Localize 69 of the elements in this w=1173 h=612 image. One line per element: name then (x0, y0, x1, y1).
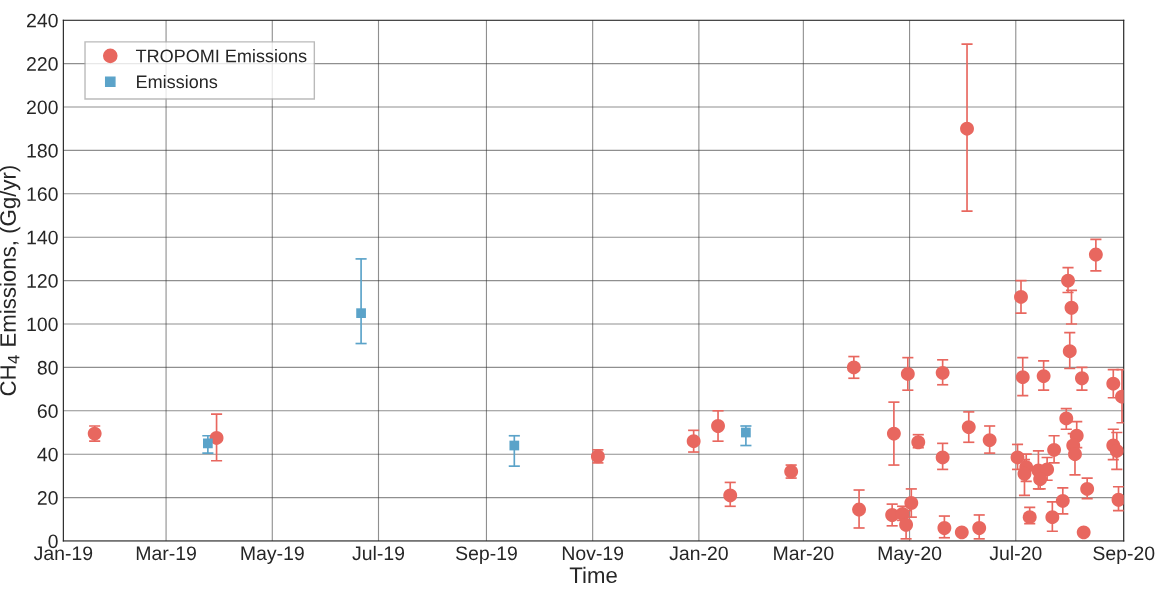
point (1010, 450, 1025, 465)
point (935, 450, 950, 465)
point (723, 488, 738, 503)
point (509, 440, 520, 451)
y-tick-label: 160 (27, 187, 58, 202)
point (1061, 273, 1075, 288)
y-tick-label: 200 (27, 100, 58, 115)
point (1068, 447, 1082, 462)
point (1047, 442, 1062, 457)
y-tick-label: 20 (37, 491, 58, 505)
point (961, 420, 976, 435)
point (1036, 369, 1051, 384)
x-tick-label: May-19 (241, 546, 304, 564)
x-tick-label: Jul-20 (989, 545, 1042, 561)
x-axis-title: Time (569, 566, 617, 584)
y-tick-label: 40 (37, 447, 58, 462)
point (1017, 466, 1032, 481)
point (1022, 510, 1037, 525)
point (1040, 462, 1055, 477)
point (686, 434, 701, 449)
y-tick-label: 100 (27, 317, 58, 332)
legend-label: TROPOMI Emissions (135, 49, 307, 63)
legend-label: Emissions (137, 74, 218, 89)
point (1080, 481, 1095, 496)
point (935, 365, 950, 380)
y-tick-label: 140 (27, 230, 58, 245)
point (711, 419, 725, 433)
point (846, 360, 861, 375)
y-tick-label: 180 (27, 143, 58, 158)
y-tick-label: 80 (37, 360, 58, 375)
point (1045, 510, 1060, 525)
point (1111, 492, 1124, 507)
point (900, 366, 915, 381)
point (1064, 300, 1079, 315)
x-tick-label: Jul-19 (352, 545, 405, 561)
x-tick-label: Mar-19 (136, 546, 196, 561)
point (899, 517, 914, 532)
x-tick-label: Jan-20 (669, 546, 728, 561)
y-tick-label: 220 (27, 57, 58, 71)
point (1109, 444, 1124, 458)
point (1076, 525, 1091, 540)
point (1055, 493, 1070, 508)
y-tick-label: 60 (37, 404, 58, 419)
point (1106, 376, 1121, 391)
point (886, 426, 901, 441)
x-tick-label: Sep-19 (455, 546, 517, 564)
point (972, 521, 987, 535)
y-axis-title: CH$_{4}$ Emissions, (Gg/yr) (0, 166, 21, 396)
x-tick-label: Nov-19 (562, 546, 624, 561)
point (203, 438, 213, 449)
point (937, 521, 952, 535)
point (1062, 344, 1077, 359)
point (1088, 247, 1103, 262)
y-tick-label: 120 (27, 274, 58, 288)
x-tick-label: Mar-20 (774, 546, 834, 561)
point (982, 433, 997, 448)
point (1015, 370, 1030, 385)
point (741, 427, 751, 438)
point (954, 525, 969, 540)
x-tick-label: Sep-20 (1093, 546, 1155, 564)
y-tick-label: 240 (27, 13, 58, 28)
x-tick-label: May-20 (878, 546, 942, 564)
point (852, 502, 867, 517)
point (1014, 289, 1028, 304)
point (1075, 371, 1089, 386)
point (1059, 411, 1074, 426)
point (904, 496, 919, 510)
point (356, 308, 366, 319)
point (960, 121, 974, 136)
